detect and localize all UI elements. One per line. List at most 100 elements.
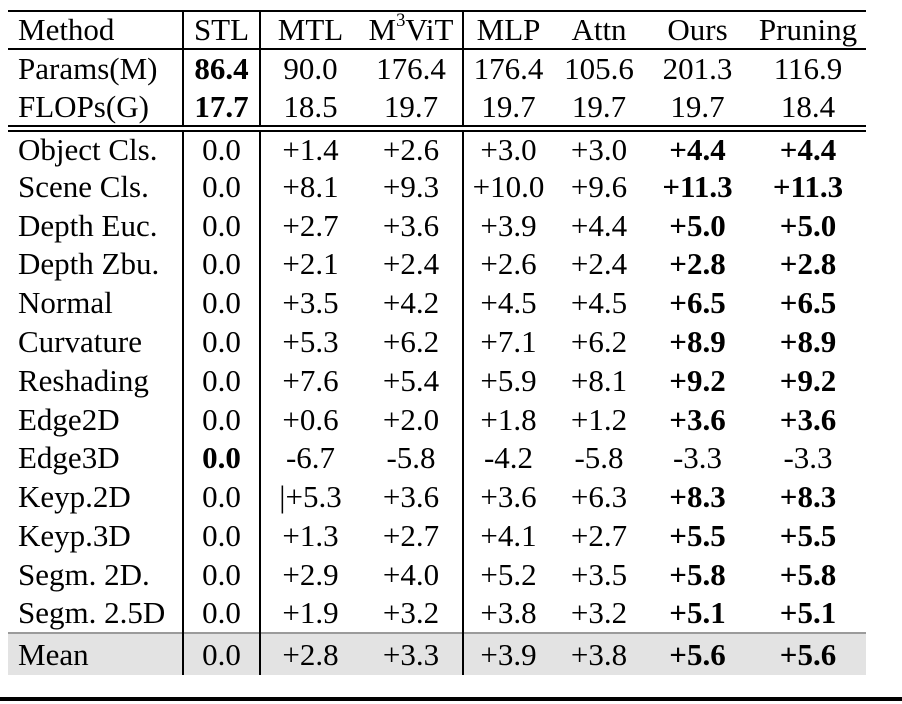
cell-stl: 0.0	[183, 283, 261, 323]
cell-attn: +3.2	[570, 595, 628, 631]
table-row: Segm. 2.5D 0.0 +1.9 +3.2 +3.8 +3.2 +5.1 …	[8, 594, 866, 634]
cell-pruning: +5.0	[779, 207, 837, 243]
cell-stl: 0.0	[183, 439, 261, 478]
col-header-stl: STL	[183, 11, 261, 49]
row-label: Scene Cls.	[8, 167, 184, 207]
row-label: Mean	[8, 633, 184, 676]
cell-ours: +2.8	[669, 246, 726, 282]
cell-stl: 86.4	[183, 49, 261, 89]
cell-attn: +3.5	[570, 556, 628, 592]
stats-section: Params(M) 86.4 90.0 176.4 176.4 105.6 20…	[8, 49, 866, 128]
cell-m3vit: +2.4	[360, 245, 464, 284]
cell-attn: +3.8	[570, 636, 628, 672]
cell-m3vit: +4.2	[360, 283, 464, 323]
row-label: Curvature	[8, 322, 184, 362]
cell-pruning: +2.8	[779, 246, 837, 282]
cell-pruning: +6.5	[779, 285, 837, 321]
cell-stl: 0.0	[183, 516, 261, 556]
cell-attn: +4.5	[570, 285, 628, 321]
page-bottom-rule	[0, 697, 902, 701]
m3vit-rest: ViT	[405, 12, 454, 47]
cell-m3vit: +4.0	[360, 555, 464, 595]
cell-stl: 0.0	[183, 167, 261, 207]
cell-mtl: +1.4	[282, 131, 339, 167]
table-row: Keyp.2D 0.0 |+5.3 +3.6 +3.6 +6.3 +8.3 +8…	[8, 477, 866, 517]
cell-attn: +6.3	[570, 479, 628, 515]
table-row: Curvature 0.0 +5.3 +6.2 +7.1 +6.2 +8.9 +…	[8, 322, 866, 362]
cell-mlp: +7.1	[480, 324, 537, 360]
cell-mtl: +5.3	[282, 324, 339, 360]
cell-attn: 105.6	[564, 51, 634, 87]
cell-mtl: +2.7	[282, 207, 339, 243]
cell-pruning: 18.4	[780, 88, 836, 124]
cell-mtl: +2.9	[282, 556, 339, 592]
cell-ours: +5.8	[669, 556, 726, 592]
row-label: Segm. 2.5D	[8, 594, 184, 634]
cell-pruning: +8.9	[779, 324, 837, 360]
col-header-method: Method	[8, 11, 184, 49]
cell-mlp: +5.2	[480, 556, 537, 592]
cell-m3vit: +9.3	[360, 167, 464, 207]
cell-pruning: +3.6	[779, 401, 837, 437]
col-header-attn: Attn	[571, 12, 627, 47]
cell-mlp: +3.0	[480, 131, 537, 167]
cell-attn: +6.2	[570, 324, 628, 360]
cell-m3vit: +6.2	[360, 322, 464, 362]
cell-mlp: +2.6	[480, 246, 537, 282]
cell-attn: +3.0	[570, 131, 628, 167]
cell-mlp: +5.9	[480, 362, 537, 398]
cell-pruning: +5.5	[779, 518, 837, 554]
row-label: Depth Euc.	[8, 206, 184, 246]
cell-attn: +2.4	[570, 246, 628, 282]
cell-mlp: 19.7	[481, 88, 536, 124]
cell-stl: 0.0	[183, 555, 261, 595]
cell-pruning: +9.2	[779, 362, 837, 398]
cell-mlp: 176.4	[473, 51, 544, 87]
cell-mtl: +2.8	[282, 636, 339, 672]
cell-attn: +4.4	[570, 207, 628, 243]
row-label: Params(M)	[8, 49, 184, 89]
results-table: Method STL MTL M3ViT MLP Attn Ours Pruni…	[8, 9, 866, 676]
cell-pruning: +8.3	[779, 479, 837, 515]
cell-stl: 0.0	[183, 245, 261, 284]
row-label: Keyp.2D	[8, 477, 184, 517]
row-label: FLOPs(G)	[8, 88, 184, 128]
cell-ours: +6.5	[669, 285, 726, 321]
cell-pruning: +5.8	[779, 556, 837, 592]
cell-ours: +5.0	[669, 207, 726, 243]
col-header-pruning: Pruning	[758, 12, 858, 47]
cell-stl: 0.0	[183, 594, 261, 634]
cell-attn: -5.8	[574, 440, 624, 476]
cell-ours: 201.3	[662, 51, 733, 87]
cell-attn: +2.7	[570, 518, 628, 554]
col-header-m3vit: M3ViT	[360, 9, 464, 49]
cell-ours: +11.3	[662, 168, 733, 204]
cell-pruning: +11.3	[772, 168, 844, 204]
table-row: Object Cls. 0.0 +1.4 +2.6 +3.0 +3.0 +4.4…	[8, 128, 866, 168]
cell-attn: +8.1	[570, 362, 628, 398]
cell-attn: 19.7	[571, 88, 627, 124]
table-row: Scene Cls. 0.0 +8.1 +9.3 +10.0 +9.6 +11.…	[8, 167, 866, 207]
table-row: Keyp.3D 0.0 +1.3 +2.7 +4.1 +2.7 +5.5 +5.…	[8, 516, 866, 556]
cell-stl: 0.0	[183, 128, 261, 168]
table-row: Normal 0.0 +3.5 +4.2 +4.5 +4.5 +6.5 +6.5	[8, 283, 866, 323]
table-row: Edge3D 0.0 -6.7 -5.8 -4.2 -5.8 -3.3 -3.3	[8, 439, 866, 478]
cell-m3vit: +2.7	[360, 516, 464, 556]
cell-mtl: +1.3	[282, 518, 339, 554]
row-label: Segm. 2D.	[8, 555, 184, 595]
cell-mlp: +3.6	[480, 479, 537, 515]
cell-ours: +5.5	[669, 518, 726, 554]
cell-ours: +3.6	[669, 401, 726, 437]
cell-mtl: |+5.3	[279, 479, 342, 515]
cell-stl: 0.0	[183, 361, 261, 401]
cell-pruning: -3.3	[783, 440, 833, 476]
m3vit-superscript: 3	[396, 9, 406, 31]
cell-m3vit: +2.0	[360, 400, 464, 440]
table-row: Depth Zbu. 0.0 +2.1 +2.4 +2.6 +2.4 +2.8 …	[8, 245, 866, 284]
cell-ours: -3.3	[672, 440, 723, 476]
row-label: Reshading	[8, 361, 184, 401]
row-label: Edge2D	[8, 400, 184, 440]
cell-stl: 0.0	[183, 322, 261, 362]
cell-mtl: +0.6	[282, 401, 339, 437]
table-row: Edge2D 0.0 +0.6 +2.0 +1.8 +1.2 +3.6 +3.6	[8, 400, 866, 440]
